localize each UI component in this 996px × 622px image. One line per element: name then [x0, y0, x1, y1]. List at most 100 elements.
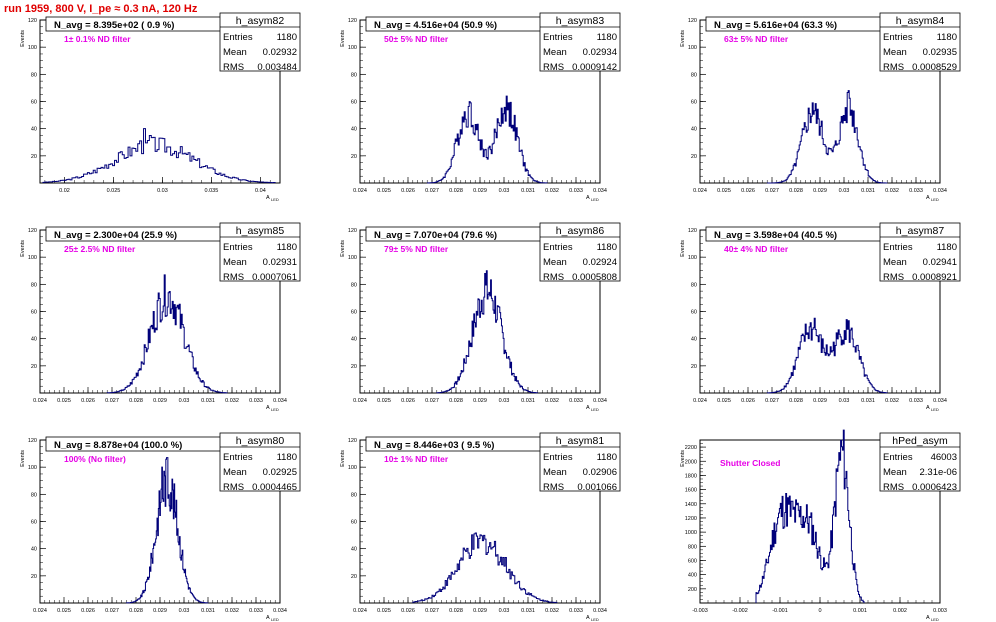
- y-tick-label: 40: [351, 127, 357, 133]
- x-tick-label: 0.031: [861, 398, 875, 404]
- histogram-name: hPed_asym: [892, 435, 948, 447]
- navg-label: N_avg = 2.300e+04 (25.9 %): [54, 230, 177, 241]
- y-tick-label: 100: [348, 255, 357, 261]
- x-tick-label: 0.026: [81, 398, 95, 404]
- y-tick-label: 120: [348, 18, 357, 24]
- x-tick-label: 0.032: [225, 608, 239, 614]
- stats-box: [219, 222, 301, 282]
- stat-value: 0.0006423: [912, 482, 957, 493]
- y-tick-label: 40: [351, 337, 357, 343]
- x-tick-label: 0.028: [789, 188, 803, 194]
- x-axis-subscript: LED: [271, 407, 279, 412]
- y-tick-label: 20: [691, 154, 697, 160]
- navg-label: N_avg = 7.070e+04 (79.6 %): [374, 230, 497, 241]
- y-tick-label: 20: [691, 364, 697, 370]
- x-tick-label: -0.001: [772, 608, 788, 614]
- y-tick-label: 120: [28, 438, 37, 444]
- stat-value: 0.0005808: [572, 272, 617, 283]
- stat-value: 1180: [937, 32, 957, 43]
- stat-label: Entries: [883, 32, 913, 43]
- x-axis-subscript: LED: [931, 617, 939, 622]
- x-tick-label: 0.025: [717, 188, 731, 194]
- x-tick-label: 0.03: [157, 188, 168, 194]
- x-tick-label: 0.033: [569, 188, 583, 194]
- y-tick-label: 20: [351, 154, 357, 160]
- x-tick-label: 0.028: [789, 398, 803, 404]
- x-tick-label: 0.029: [153, 608, 167, 614]
- y-tick-label: 20: [31, 574, 37, 580]
- filter-annotation: 25± 2.5% ND filter: [64, 244, 136, 254]
- x-tick-label: 0.026: [741, 188, 755, 194]
- stat-label: Mean: [883, 257, 907, 268]
- x-tick-label: 0.025: [377, 608, 391, 614]
- histogram-line: [766, 90, 888, 184]
- x-tick-label: 0.003: [933, 608, 947, 614]
- stat-label: Mean: [543, 257, 567, 268]
- filter-annotation: 63± 5% ND filter: [724, 34, 789, 44]
- x-tick-label: 0.025: [717, 398, 731, 404]
- x-tick-label: 0.029: [473, 608, 487, 614]
- stats-box: [539, 222, 621, 282]
- stat-value: 1180: [937, 242, 957, 253]
- histogram-line: [412, 532, 558, 603]
- x-tick-label: 0.026: [401, 188, 415, 194]
- x-tick-label: 0.034: [273, 398, 287, 404]
- x-tick-label: 0.03: [839, 398, 850, 404]
- x-tick-label: 0.032: [545, 398, 559, 404]
- navg-label: N_avg = 8.395e+02 ( 0.9 %): [54, 20, 174, 31]
- y-tick-label: 200: [688, 587, 697, 593]
- stat-value: 0.02931: [263, 257, 297, 268]
- stat-value: 0.001066: [577, 482, 617, 493]
- navg-label: N_avg = 8.446e+03 ( 9.5 %): [374, 440, 494, 451]
- filter-annotation: 40± 4% ND filter: [724, 244, 789, 254]
- y-tick-label: 60: [351, 520, 357, 526]
- y-tick-label: 600: [688, 558, 697, 564]
- x-tick-label: 0.027: [765, 188, 779, 194]
- x-tick-label: 0.03: [499, 398, 510, 404]
- y-tick-label: 60: [31, 310, 37, 316]
- x-tick-label: 0.034: [933, 188, 947, 194]
- navg-label: N_avg = 8.878e+04 (100.0 %): [54, 440, 182, 451]
- x-axis-subscript: LED: [271, 197, 279, 202]
- x-tick-label: 0.024: [33, 398, 47, 404]
- stat-label: RMS: [543, 272, 564, 283]
- histogram-name: h_asym81: [556, 435, 605, 447]
- y-axis-title: Events: [340, 240, 346, 257]
- y-tick-label: 20: [31, 154, 37, 160]
- panel-h_asym87: 20 40 60 80 100 120 0.024 0.025 0.026 0.027 0.028 0…: [680, 222, 961, 412]
- x-axis-title: A: [266, 195, 270, 201]
- x-tick-label: 0.033: [249, 398, 263, 404]
- x-tick-label: 0.024: [353, 398, 367, 404]
- stats-box: [879, 432, 961, 492]
- x-axis-subscript: LED: [591, 617, 599, 622]
- y-tick-label: 1600: [685, 488, 697, 494]
- y-tick-label: 60: [691, 100, 697, 106]
- y-tick-label: 100: [348, 465, 357, 471]
- x-tick-label: 0.031: [201, 398, 215, 404]
- x-tick-label: 0.024: [693, 188, 707, 194]
- x-tick-label: 0.035: [205, 188, 219, 194]
- y-axis-title: Events: [20, 240, 26, 257]
- stat-value: 0.0008529: [912, 62, 957, 73]
- x-axis-subscript: LED: [931, 407, 939, 412]
- histogram-line: [106, 274, 228, 394]
- stat-label: Mean: [543, 467, 567, 478]
- x-tick-label: 0.031: [201, 608, 215, 614]
- filter-annotation: 79± 5% ND filter: [384, 244, 449, 254]
- x-tick-label: 0.027: [425, 608, 439, 614]
- stat-label: Entries: [543, 32, 573, 43]
- y-tick-label: 20: [351, 364, 357, 370]
- x-tick-label: 0.031: [521, 608, 535, 614]
- x-axis-subscript: LED: [271, 617, 279, 622]
- stat-label: Mean: [223, 467, 247, 478]
- stat-label: RMS: [883, 482, 904, 493]
- x-tick-label: 0.03: [179, 608, 190, 614]
- panel-h_asym80: 20 40 60 80 100 120 0.024 0.025 0.026 0.027 0.028 0…: [20, 432, 301, 622]
- y-tick-label: 20: [351, 574, 357, 580]
- panel-h_asym83: 20 40 60 80 100 120 0.024 0.025 0.026 0.027 0.028 0…: [340, 12, 621, 202]
- y-tick-label: 80: [691, 282, 697, 288]
- stat-value: 1180: [597, 452, 617, 463]
- x-tick-label: 0.033: [249, 608, 263, 614]
- y-tick-label: 120: [348, 228, 357, 234]
- stat-value: 1180: [597, 32, 617, 43]
